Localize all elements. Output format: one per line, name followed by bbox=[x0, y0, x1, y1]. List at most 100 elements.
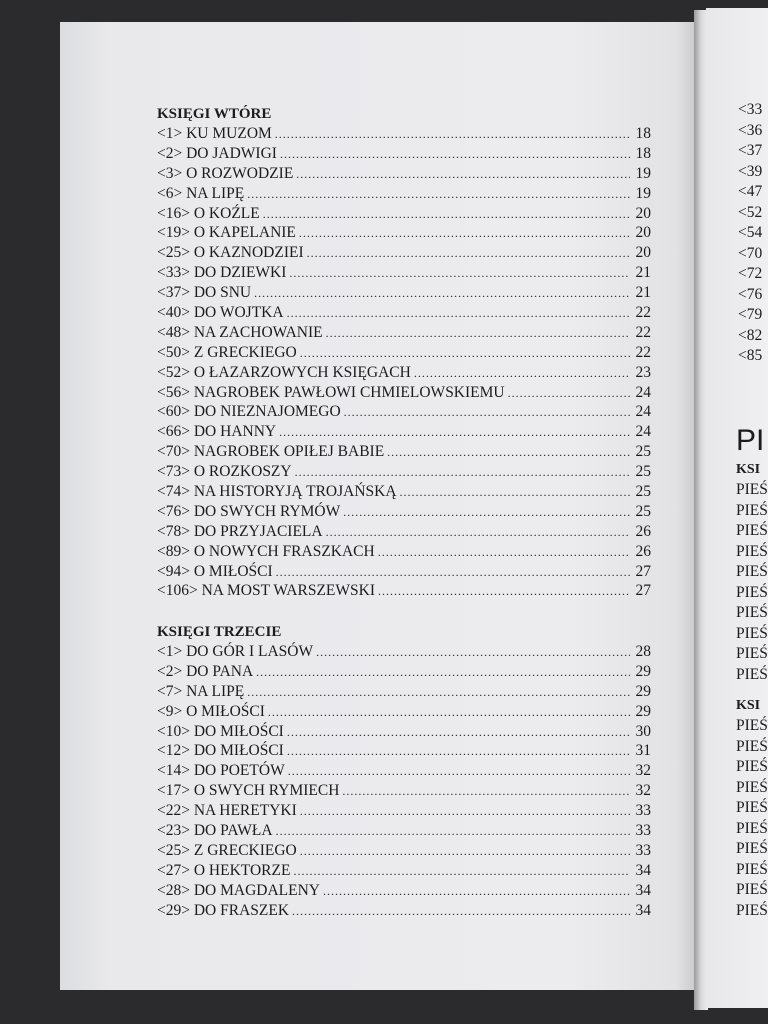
entry-title: <52> O ŁAZARZOWYCH KSIĘGACH bbox=[157, 363, 411, 381]
entry-page-number: 24 bbox=[635, 383, 652, 401]
entry-page-number: 22 bbox=[635, 304, 652, 322]
dot-leader bbox=[287, 742, 630, 762]
toc-entry: <2> DO JADWIGI 18 bbox=[157, 144, 651, 164]
right-entry: PIEŚ bbox=[736, 840, 768, 857]
entry-page-number: 32 bbox=[635, 762, 652, 780]
right-entry: PIEŚ bbox=[736, 799, 768, 816]
dot-leader bbox=[508, 384, 630, 404]
right-page-heading: PI bbox=[736, 424, 765, 457]
toc-entry: <76> DO SWYCH RYMÓW 25 bbox=[157, 502, 651, 522]
toc-entry: <89> O NOWYCH FRASZKACH 26 bbox=[157, 542, 651, 562]
toc-entry: <56> NAGROBEK PAWŁOWI CHMIELOWSKIEMU 24 bbox=[157, 383, 651, 403]
entry-page-number: 34 bbox=[635, 861, 652, 879]
entry-page-number: 33 bbox=[635, 841, 652, 859]
right-page-top-entries: <33 <36 <37 <39 <47 <52 <54 <70 <72 <76 <79 <82 <85 bbox=[738, 100, 762, 367]
right-entry: <70 bbox=[738, 244, 763, 262]
entry-page-number: 21 bbox=[635, 284, 652, 302]
toc-entry: <28> DO MAGDALENY 34 bbox=[157, 881, 651, 901]
entry-page-number: 26 bbox=[635, 542, 652, 560]
toc-entry: <70> NAGROBEK OPIŁEJ BABIE 25 bbox=[157, 442, 651, 462]
right-entry: PIEŚ bbox=[736, 542, 768, 560]
right-entry: PIEŚ bbox=[736, 481, 768, 498]
dot-leader bbox=[293, 862, 630, 882]
entry-title: <23> DO PAWŁA bbox=[157, 822, 273, 840]
right-entry: PIEŚ bbox=[736, 860, 768, 878]
toc-entry: <78> DO PRZYJACIELA 26 bbox=[157, 522, 651, 542]
toc-section-ksiegi-wtore: KSIĘGI WTÓRE <1> KU MUZOM18<2> DO JADWIG… bbox=[157, 104, 651, 601]
entry-title: <16> O KOŹLE bbox=[157, 204, 260, 222]
dot-leader bbox=[288, 762, 630, 782]
dot-leader bbox=[323, 882, 630, 902]
toc-entry: <16> O KOŹLE 20 bbox=[157, 204, 651, 224]
dot-leader bbox=[276, 822, 630, 842]
entry-page-number: 31 bbox=[635, 742, 652, 760]
entry-title: <74> NA HISTORYJĄ TROJAŃSKĄ bbox=[157, 483, 397, 501]
toc-entry: <2> DO PANA 29 bbox=[157, 662, 651, 682]
toc-entry: <9> O MIŁOŚCI 29 bbox=[157, 702, 651, 722]
dot-leader bbox=[400, 483, 630, 503]
entry-title: <76> DO SWYCH RYMÓW bbox=[157, 502, 341, 520]
toc-entry: <29> DO FRASZEK 34 bbox=[157, 901, 651, 921]
toc-entry: <106> NA MOST WARSZEWSKI 27 bbox=[157, 581, 651, 601]
right-entry: <72 bbox=[738, 265, 763, 282]
entry-page-number: 25 bbox=[635, 443, 652, 461]
right-entry: PIEŚ bbox=[736, 665, 768, 683]
dot-leader bbox=[275, 125, 630, 145]
entry-page-number: 27 bbox=[635, 562, 652, 580]
right-page bbox=[706, 8, 768, 1008]
entry-page-number: 18 bbox=[635, 125, 652, 142]
entry-title: <25> Z GRECKIEGO bbox=[157, 841, 297, 859]
toc-entry: <19> O KAPELANIE 20 bbox=[157, 223, 651, 243]
toc-entry: <37> DO SNU 21 bbox=[157, 283, 651, 303]
entry-title: <25> O KAZNODZIEI bbox=[157, 244, 304, 262]
right-section-heading: KSI bbox=[736, 698, 761, 713]
dot-leader bbox=[300, 842, 630, 862]
right-entry: PIEŚ bbox=[736, 583, 768, 601]
right-entry: PIEŚ bbox=[736, 624, 768, 642]
dot-leader bbox=[287, 723, 630, 743]
right-entry: <79 bbox=[738, 306, 763, 323]
dot-leader bbox=[292, 902, 630, 922]
right-entry: PIEŚ bbox=[736, 737, 768, 755]
dot-leader bbox=[299, 224, 630, 244]
entry-title: <1> DO GÓR I LASÓW bbox=[157, 643, 314, 660]
entry-page-number: 24 bbox=[635, 403, 652, 421]
entry-page-number: 33 bbox=[635, 822, 652, 840]
right-entry: PIEŚ bbox=[736, 522, 768, 539]
dot-leader bbox=[247, 683, 630, 703]
toc-entry: <50> Z GRECKIEGO 22 bbox=[157, 343, 651, 363]
entry-page-number: 29 bbox=[635, 662, 652, 680]
toc-entry: <10> DO MIŁOŚCI 30 bbox=[157, 722, 651, 742]
entry-page-number: 18 bbox=[635, 144, 652, 162]
entry-title: <48> NA ZACHOWANIE bbox=[157, 323, 323, 341]
right-entry: <47 bbox=[738, 183, 763, 200]
entry-page-number: 28 bbox=[635, 643, 652, 660]
entry-title: <89> O NOWYCH FRASZKACH bbox=[157, 542, 375, 560]
toc-entry: <52> O ŁAZARZOWYCH KSIĘGACH 23 bbox=[157, 363, 651, 383]
entry-page-number: 24 bbox=[635, 423, 652, 441]
entry-title: <78> DO PRZYJACIELA bbox=[157, 522, 323, 540]
dot-leader bbox=[378, 543, 630, 563]
dot-leader bbox=[343, 503, 630, 523]
entry-title: <29> DO FRASZEK bbox=[157, 901, 290, 919]
entry-title: <60> DO NIEZNAJOMEGO bbox=[157, 403, 341, 421]
right-entry: <39 bbox=[738, 162, 763, 180]
entry-page-number: 29 bbox=[635, 682, 652, 700]
book-gutter bbox=[694, 10, 708, 1010]
entry-title: <37> DO SNU bbox=[157, 284, 252, 302]
entry-page-number: 19 bbox=[635, 164, 652, 182]
entry-page-number: 19 bbox=[635, 184, 652, 202]
toc-entry: <12> DO MIŁOŚCI 31 bbox=[157, 741, 651, 761]
entry-title: <10> DO MIŁOŚCI bbox=[157, 722, 284, 740]
toc-entry: <74> NA HISTORYJĄ TROJAŃSKĄ 25 bbox=[157, 482, 651, 502]
entry-title: <66> DO HANNY bbox=[157, 423, 277, 441]
entry-title: <7> NA LIPĘ bbox=[157, 682, 245, 700]
dot-leader bbox=[276, 563, 630, 583]
toc-section-ksiegi-trzecie: KSIĘGI TRZECIE <1> DO GÓR I LASÓW 28 <2> D… bbox=[157, 622, 651, 920]
right-entry: <54 bbox=[738, 224, 763, 241]
right-entry: <33 bbox=[738, 101, 763, 118]
entry-page-number: 30 bbox=[635, 722, 652, 740]
entry-title: <2> DO PANA bbox=[157, 662, 254, 680]
right-entry: PIEŚ bbox=[736, 717, 768, 734]
entry-title: <14> DO POETÓW bbox=[157, 762, 285, 780]
